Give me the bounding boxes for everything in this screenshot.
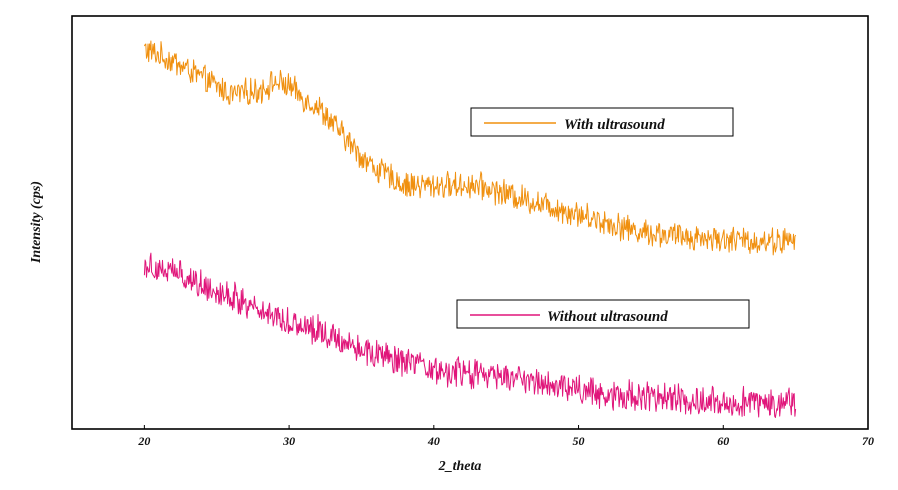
series-with-ultrasound — [143, 40, 797, 256]
x-tick-label: 60 — [717, 434, 729, 448]
y-axis-title: Intensity (cps) — [29, 181, 44, 264]
x-tick-label: 70 — [862, 434, 874, 448]
plot-frame — [71, 15, 869, 430]
legend-without-ultrasound: Without ultrasound — [456, 299, 750, 329]
series-without-ultrasound — [143, 252, 797, 418]
x-axis-title: 2_theta — [438, 459, 482, 474]
series-layer — [143, 40, 797, 418]
x-tick-label: 50 — [573, 434, 585, 448]
x-tick-label: 40 — [427, 434, 440, 448]
x-tick-label: 20 — [137, 434, 150, 448]
x-tick-label: 30 — [282, 434, 295, 448]
legend-label-with-ultrasound: With ultrasound — [564, 117, 665, 133]
x-axis-ticks: 20 30 40 50 60 70 — [137, 425, 874, 448]
legend-label-without-ultrasound: Without ultrasound — [547, 309, 668, 325]
legend-with-ultrasound: With ultrasound — [470, 107, 734, 137]
